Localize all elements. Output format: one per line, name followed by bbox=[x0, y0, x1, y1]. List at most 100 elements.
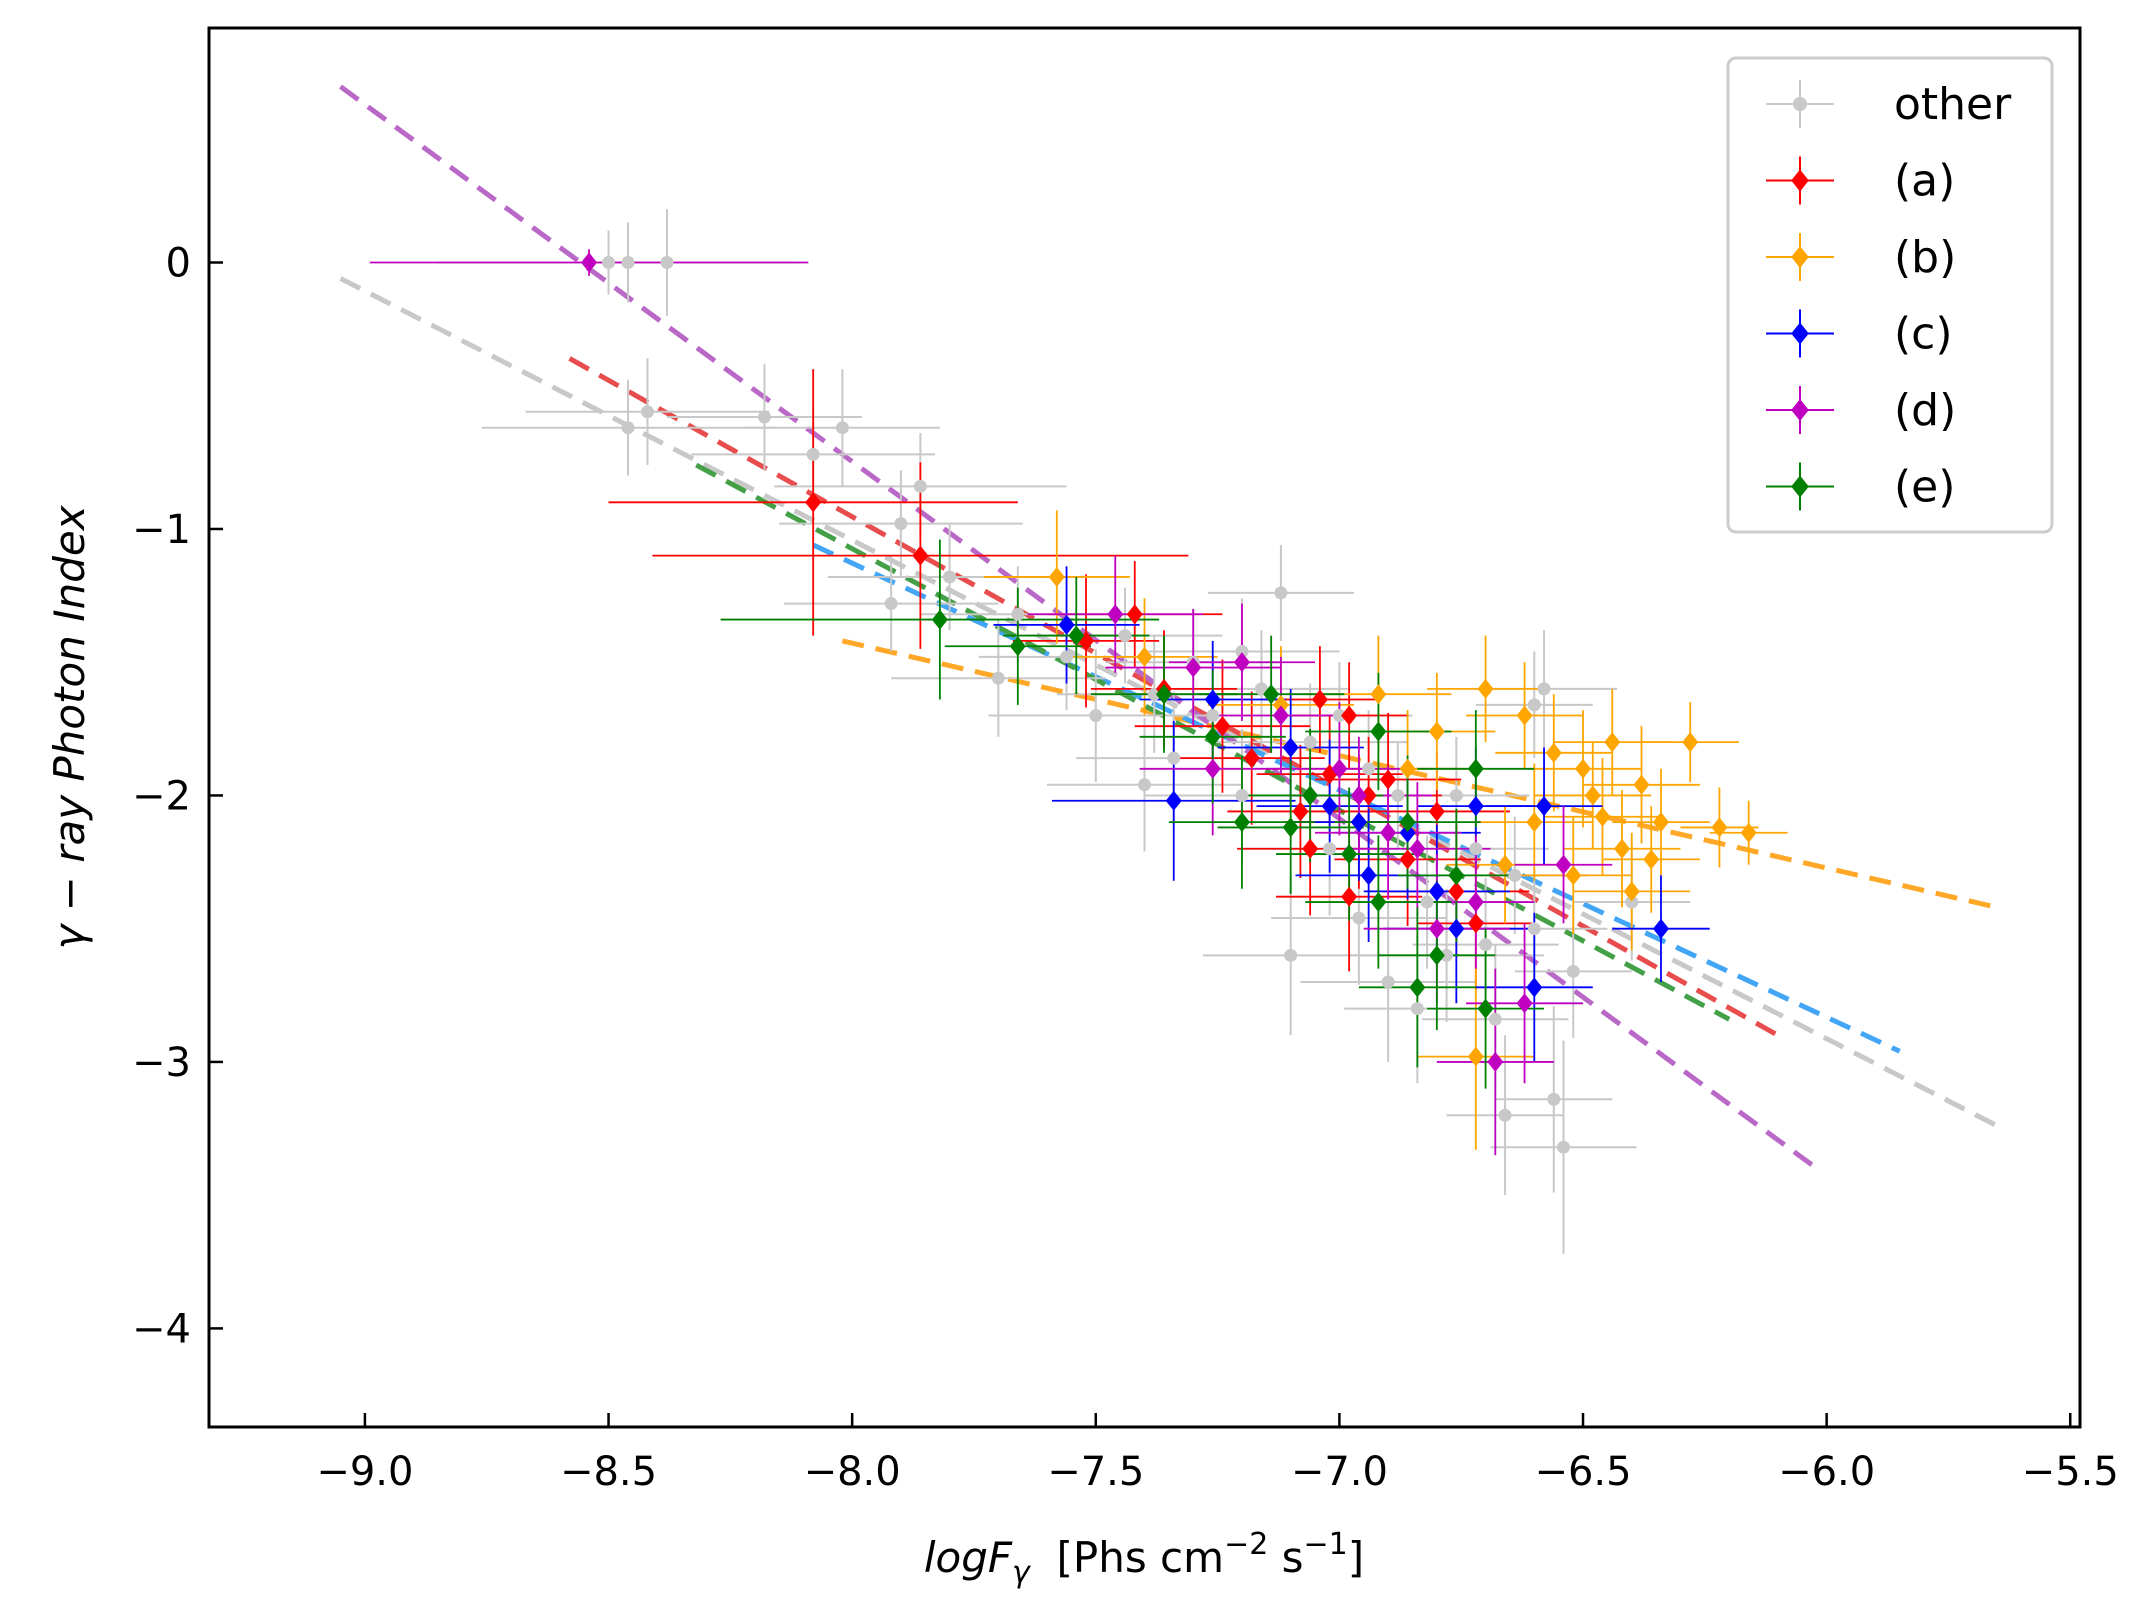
legend-marker bbox=[1791, 399, 1809, 421]
legend: other (a) (b) (c) (d) (e) bbox=[1726, 56, 2054, 534]
data-point bbox=[1537, 682, 1551, 696]
data-point bbox=[1399, 849, 1416, 870]
data-point bbox=[1448, 918, 1465, 939]
data-point bbox=[1399, 758, 1416, 779]
data-point bbox=[1214, 716, 1231, 737]
data-point bbox=[1235, 788, 1249, 802]
data-point bbox=[581, 252, 598, 273]
data-point bbox=[931, 609, 948, 630]
x-axis-label-unit-mid: s bbox=[1268, 1533, 1303, 1582]
data-point bbox=[943, 570, 957, 584]
legend-label: (b) bbox=[1894, 232, 1956, 283]
data-point bbox=[1204, 726, 1221, 747]
x-axis-label-exp1: −2 bbox=[1224, 1527, 1268, 1562]
data-point bbox=[1303, 735, 1317, 749]
data-point bbox=[757, 410, 771, 424]
data-point bbox=[1009, 636, 1026, 657]
legend-box bbox=[1726, 56, 2054, 534]
y-tick-label: −1 bbox=[132, 507, 191, 553]
data-point bbox=[1613, 838, 1630, 859]
data-point bbox=[1136, 646, 1153, 667]
legend-label: (e) bbox=[1894, 462, 1955, 513]
data-point bbox=[1360, 865, 1377, 886]
data-point bbox=[1206, 709, 1220, 723]
data-point bbox=[1652, 918, 1669, 939]
data-point bbox=[1565, 865, 1582, 886]
data-point bbox=[1362, 762, 1376, 776]
data-point bbox=[1584, 785, 1601, 806]
data-point bbox=[1391, 788, 1405, 802]
data-point bbox=[1370, 721, 1387, 742]
data-point bbox=[1467, 758, 1484, 779]
data-point bbox=[1282, 737, 1299, 758]
legend-label: (d) bbox=[1894, 385, 1956, 436]
data-point bbox=[621, 255, 635, 269]
x-axis-label-exp2: −1 bbox=[1304, 1527, 1348, 1562]
data-point bbox=[806, 447, 820, 461]
x-tick-label: −8.0 bbox=[804, 1449, 901, 1495]
data-point bbox=[602, 255, 616, 269]
data-point bbox=[1467, 1046, 1484, 1067]
data-point bbox=[1380, 822, 1397, 843]
x-tick-label: −5.5 bbox=[2022, 1449, 2119, 1495]
plot-frame bbox=[207, 26, 2082, 1429]
data-point bbox=[1204, 689, 1221, 710]
data-point bbox=[1284, 948, 1298, 962]
x-axis-label-unit: [Phs cm bbox=[1030, 1533, 1224, 1582]
data-point bbox=[1428, 801, 1445, 822]
data-point bbox=[1233, 812, 1250, 833]
x-tick-label: −7.0 bbox=[1291, 1449, 1388, 1495]
data-point bbox=[1740, 822, 1757, 843]
x-tick-label: −9.0 bbox=[316, 1449, 413, 1495]
y-tick-label: −4 bbox=[132, 1306, 191, 1352]
data-point bbox=[1302, 838, 1319, 859]
data-point bbox=[1311, 689, 1328, 710]
legend-marker bbox=[1791, 322, 1809, 345]
data-point bbox=[1547, 1092, 1561, 1106]
data-point bbox=[1399, 812, 1416, 833]
data-point bbox=[1370, 684, 1387, 705]
data-point bbox=[835, 421, 849, 435]
data-point bbox=[1516, 993, 1533, 1014]
data-point bbox=[1527, 698, 1541, 712]
data-point bbox=[1479, 938, 1493, 952]
data-point bbox=[1243, 748, 1260, 769]
data-point bbox=[1352, 911, 1366, 925]
legend-marker bbox=[1791, 246, 1809, 268]
data-point bbox=[1409, 977, 1426, 998]
data-point bbox=[1167, 751, 1181, 765]
data-point bbox=[1545, 742, 1562, 763]
data-point bbox=[1370, 892, 1387, 913]
x-tick-label: −8.5 bbox=[560, 1449, 657, 1495]
data-point bbox=[1604, 732, 1621, 753]
data-point bbox=[1428, 881, 1445, 902]
data-point bbox=[1341, 886, 1358, 907]
data-point bbox=[1625, 895, 1639, 909]
data-point bbox=[1440, 948, 1454, 962]
data-point bbox=[913, 479, 927, 493]
x-tick-label: −6.0 bbox=[1778, 1449, 1875, 1495]
fit-line bbox=[339, 276, 1999, 1129]
data-point bbox=[1526, 812, 1543, 833]
data-point bbox=[1332, 709, 1346, 723]
data-point bbox=[1449, 788, 1463, 802]
data-point bbox=[1399, 822, 1416, 843]
data-point bbox=[1516, 705, 1533, 726]
data-point bbox=[1107, 604, 1124, 625]
data-point bbox=[1557, 1140, 1571, 1154]
data-point bbox=[1469, 842, 1483, 856]
data-point bbox=[1341, 705, 1358, 726]
data-point bbox=[1410, 1002, 1424, 1016]
data-point bbox=[1652, 812, 1669, 833]
data-point bbox=[1488, 1012, 1502, 1026]
y-axis-ticks: 0 −1 −2 −3 −4 bbox=[132, 240, 223, 1352]
data-point bbox=[1467, 796, 1484, 817]
x-axis-ticks: −9.0 −8.5 −8.0 −7.5 −7.0 −6.5 −6.0 −5.5 bbox=[316, 1413, 2119, 1495]
data-point bbox=[1302, 785, 1319, 806]
data-point bbox=[1536, 796, 1553, 817]
data-point bbox=[1498, 1108, 1512, 1122]
data-point bbox=[1448, 881, 1465, 902]
data-point bbox=[1118, 629, 1132, 643]
data-point bbox=[1204, 758, 1221, 779]
